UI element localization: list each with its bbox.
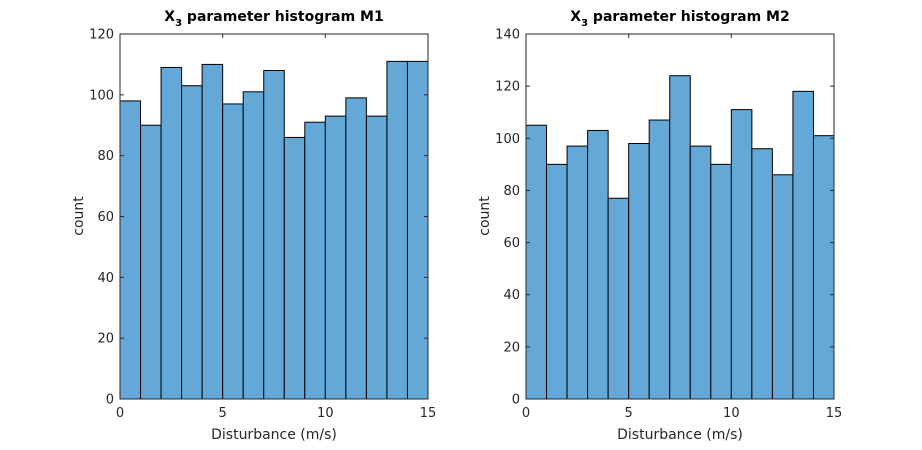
bar — [406, 60, 429, 400]
x-tick-label: 0 — [522, 406, 530, 421]
bar — [812, 135, 835, 400]
bars — [525, 75, 835, 400]
bar — [689, 145, 712, 400]
y-tick-label: 100 — [495, 132, 520, 147]
y-tick-label: 120 — [495, 80, 520, 95]
y-ticks: 0 20 40 60 80 100 120 — [89, 28, 428, 408]
bar — [304, 121, 326, 400]
bar — [242, 91, 265, 400]
title-main: X — [164, 9, 175, 25]
y-tick-label: 60 — [503, 236, 520, 251]
bar — [607, 197, 630, 400]
y-tick-label: 120 — [89, 28, 114, 43]
y-tick-label: 80 — [97, 149, 114, 164]
y-tick-label: 20 — [503, 340, 520, 355]
y-ticks: 0 20 40 60 80 100 120 140 — [495, 28, 834, 408]
y-tick-label: 80 — [503, 184, 520, 199]
bar — [546, 163, 568, 400]
y-tick-label: 140 — [495, 28, 520, 43]
title-rest: parameter histogram M1 — [182, 9, 384, 25]
title-main: X — [570, 9, 581, 25]
y-tick-label: 0 — [106, 393, 114, 408]
bar — [566, 145, 589, 400]
bar — [587, 129, 609, 400]
axes-frame — [525, 33, 835, 400]
y-axis-label: count — [477, 196, 493, 236]
bars — [119, 60, 429, 400]
title-subscript: 3 — [581, 18, 588, 29]
bar — [386, 60, 408, 400]
x-tick-label: 5 — [219, 406, 227, 421]
bar — [730, 109, 753, 400]
bar — [628, 143, 650, 400]
x-tick-label: 15 — [420, 406, 437, 421]
bar — [669, 75, 691, 400]
bar — [365, 115, 388, 400]
x-ticks: 0 5 10 15 — [522, 34, 842, 421]
x-axis-label: Disturbance (m/s) — [211, 427, 337, 443]
x-tick-label: 10 — [723, 406, 740, 421]
bar — [751, 148, 773, 400]
bar — [345, 97, 367, 400]
y-tick-label: 0 — [512, 393, 520, 408]
bar — [222, 103, 244, 400]
y-tick-label: 40 — [97, 271, 114, 286]
y-tick-label: 20 — [97, 332, 114, 347]
bar — [119, 100, 142, 400]
x-tick-label: 0 — [116, 406, 124, 421]
y-tick-label: 60 — [97, 210, 114, 225]
title-rest: parameter histogram M2 — [588, 9, 790, 25]
x-tick-label: 5 — [625, 406, 633, 421]
title-subscript: 3 — [175, 18, 182, 29]
bar — [792, 90, 814, 400]
bar — [263, 70, 285, 400]
bar — [181, 85, 203, 400]
chart-title: X3 parameter histogram M1 — [164, 9, 383, 29]
bar — [525, 124, 548, 400]
y-tick-label: 40 — [503, 288, 520, 303]
y-axis-label: count — [71, 196, 87, 236]
bar — [283, 136, 306, 400]
x-axis-label: Disturbance (m/s) — [617, 427, 743, 443]
chart-title: X3 parameter histogram M2 — [570, 9, 789, 29]
histogram-m2: X3 parameter histogram M2 0 5 10 15 0 20 40 60… — [477, 9, 842, 443]
y-tick-label: 100 — [89, 88, 114, 103]
x-tick-label: 15 — [826, 406, 843, 421]
bar — [771, 174, 794, 400]
axes-box — [525, 33, 835, 400]
bar — [324, 115, 347, 400]
bar — [201, 63, 224, 400]
bar — [710, 163, 732, 400]
bar — [140, 124, 162, 400]
x-ticks: 0 5 10 15 — [116, 34, 436, 421]
x-tick-label: 10 — [317, 406, 334, 421]
bar — [160, 66, 183, 400]
bar — [648, 119, 671, 400]
histogram-m1: X3 parameter histogram M1 0 5 10 15 0 20 40 60… — [71, 9, 436, 443]
